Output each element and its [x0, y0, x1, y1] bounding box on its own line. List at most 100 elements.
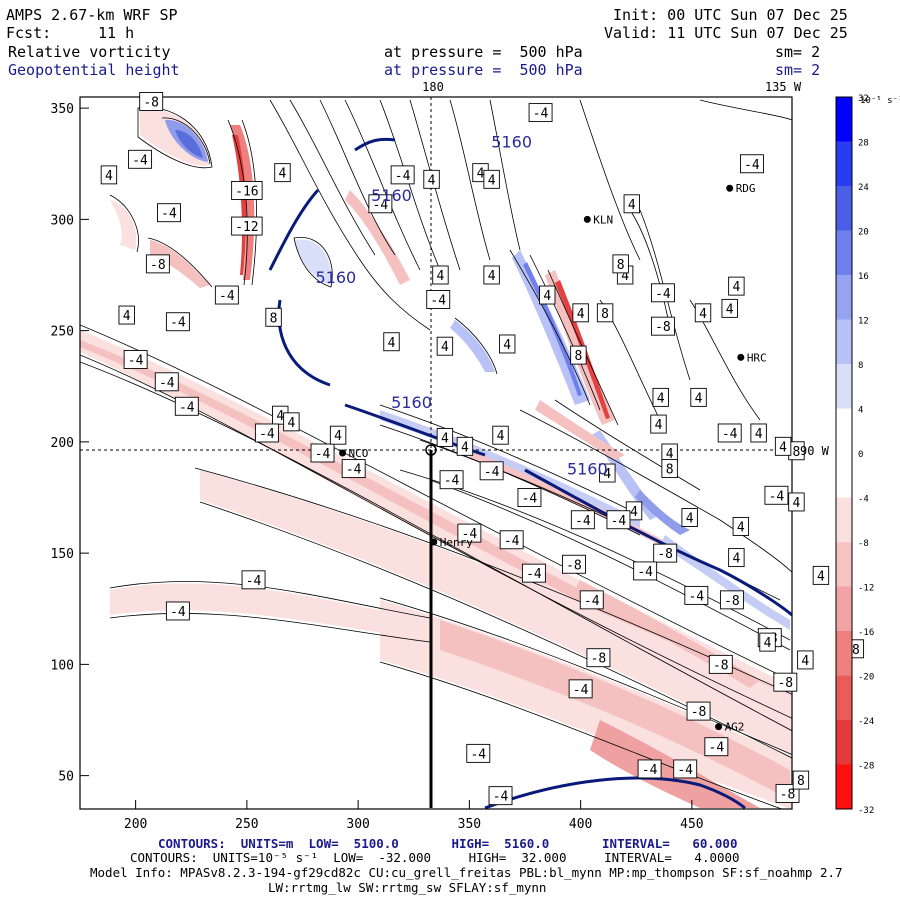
- model-title: AMPS 2.67-km WRF SP: [6, 6, 178, 24]
- vorticity-contour-label: -4: [254, 423, 279, 443]
- field1-name: Relative vorticity: [8, 43, 171, 61]
- svg-text:8: 8: [797, 774, 805, 789]
- svg-text:4: 4: [732, 280, 740, 295]
- svg-text:4: 4: [477, 167, 485, 182]
- colorbar-swatch: [836, 230, 852, 276]
- vorticity-contour-label: 4: [383, 332, 400, 352]
- vorticity-contour-label: -8: [719, 590, 744, 610]
- vorticity-contour-label: 4: [681, 508, 698, 527]
- svg-text:-8: -8: [780, 787, 796, 802]
- vorticity-contour-label: -4: [341, 459, 366, 479]
- vorticity-contour-label: -8: [653, 543, 678, 563]
- vorticity-contour-label: -8: [145, 254, 170, 274]
- vorticity-contour-label: 4: [694, 303, 712, 323]
- svg-text:-4: -4: [179, 400, 195, 415]
- vorticity-contour-label: -4: [390, 165, 415, 185]
- vorticity-contour-label: -4: [499, 530, 524, 550]
- svg-text:-4: -4: [444, 474, 460, 489]
- svg-text:8: 8: [574, 349, 582, 364]
- vorticity-contour-label: 4: [436, 336, 454, 356]
- svg-text:4: 4: [497, 429, 505, 444]
- svg-text:-4: -4: [584, 594, 600, 609]
- station-label: AG2: [725, 721, 745, 734]
- svg-text:4: 4: [779, 440, 787, 455]
- vorticity-contour-label: 4: [759, 632, 776, 652]
- colorbar-label: 28: [858, 139, 869, 149]
- vorticity-contour-label: -4: [517, 488, 542, 507]
- x-tick-label: 350: [458, 817, 481, 832]
- field2-smoothing: sm= 2: [775, 61, 821, 79]
- svg-text:4: 4: [817, 569, 825, 584]
- footer-height-contours: CONTOURS: UNITS=m LOW= 5100.0 HIGH= 5160…: [158, 836, 738, 851]
- svg-text:-4: -4: [744, 158, 760, 173]
- forecast-hours: 11 h: [98, 24, 135, 42]
- vorticity-contour-label: -4: [165, 601, 190, 621]
- svg-text:-4: -4: [159, 376, 175, 391]
- svg-text:-4: -4: [470, 747, 486, 762]
- y-tick-label: 50: [58, 770, 74, 785]
- colorbar-label: 24: [858, 183, 869, 193]
- vorticity-contour-label: 4: [432, 265, 449, 285]
- svg-text:-16: -16: [235, 184, 258, 199]
- vorticity-contour-label: -4: [568, 679, 593, 699]
- y-tick-label: 200: [51, 436, 74, 451]
- svg-text:4: 4: [437, 269, 445, 284]
- svg-text:4: 4: [628, 198, 636, 213]
- x-tick-label: 450: [680, 817, 703, 832]
- vorticity-contour-label: -4: [128, 149, 153, 169]
- height-contour-label: 5160: [371, 186, 412, 205]
- vorticity-contour-label: 4: [499, 334, 516, 354]
- vorticity-contour-label: 8: [792, 770, 810, 790]
- svg-text:-8: -8: [591, 652, 607, 667]
- colorbar-swatch: [836, 542, 852, 587]
- colorbar-label: 12: [858, 317, 869, 327]
- svg-text:4: 4: [503, 338, 511, 353]
- lon-label-90w: 90 W: [800, 444, 830, 458]
- vorticity-contour-label: -4: [528, 103, 553, 123]
- vorticity-contour-label: -4: [157, 203, 181, 223]
- colorbar-swatch: [836, 364, 852, 409]
- colorbar-swatch: [836, 186, 852, 231]
- vorticity-contour-label: 8: [788, 441, 805, 461]
- y-tick-label: 300: [51, 213, 74, 228]
- vorticity-contour-label: 4: [483, 265, 500, 285]
- vorticity-contour-label: -4: [764, 485, 789, 505]
- svg-text:-4: -4: [533, 107, 549, 122]
- vorticity-contour-label: 4: [329, 425, 347, 445]
- vorticity-labels: -84-4-164-4-12-8-44 -4-4-4-484-44-4-44-4-…: [100, 91, 865, 806]
- vorticity-contour-label: -4: [651, 283, 675, 303]
- x-tick-label: 250: [235, 817, 258, 832]
- svg-text:4: 4: [334, 429, 342, 444]
- svg-text:4: 4: [657, 391, 665, 406]
- vorticity-contour-label: -4: [368, 194, 393, 214]
- colorbar-label: -16: [858, 628, 874, 638]
- svg-text:4: 4: [543, 289, 551, 304]
- vorticity-contour-label: -4: [488, 786, 513, 806]
- vorticity-contour-label: -4: [466, 743, 491, 763]
- vorticity-contour-label: 4: [721, 298, 738, 318]
- svg-text:-12: -12: [235, 220, 258, 235]
- vorticity-contour-label: 4: [623, 194, 640, 214]
- vorticity-contour-label: -4: [740, 154, 764, 174]
- svg-text:-4: -4: [655, 287, 671, 302]
- vorticity-contour-label: 8: [661, 459, 678, 479]
- footer-radiation-info: LW:rrtmg_lw SW:rrtmg_sw SFLAY:sf_mynn: [268, 880, 547, 895]
- vorticity-contour-label: -4: [606, 510, 631, 530]
- svg-text:4: 4: [461, 440, 469, 455]
- svg-text:-4: -4: [709, 741, 725, 756]
- vorticity-contour-label: 8: [596, 303, 614, 323]
- vorticity-contour-label: -4: [426, 290, 451, 309]
- vorticity-contour-label: 4: [750, 423, 767, 443]
- svg-text:8: 8: [617, 258, 625, 273]
- svg-text:-8: -8: [143, 95, 159, 110]
- colorbar-swatch: [836, 764, 852, 810]
- vorticity-contour-label: 4: [436, 427, 454, 447]
- colorbar-label: 0: [858, 450, 863, 460]
- svg-text:4: 4: [737, 520, 745, 535]
- vorticity-contour-label: -4: [479, 461, 504, 481]
- vorticity-contour-label: 4: [283, 412, 300, 432]
- vorticity-contour-label: -8: [651, 316, 675, 336]
- svg-text:4: 4: [441, 340, 449, 355]
